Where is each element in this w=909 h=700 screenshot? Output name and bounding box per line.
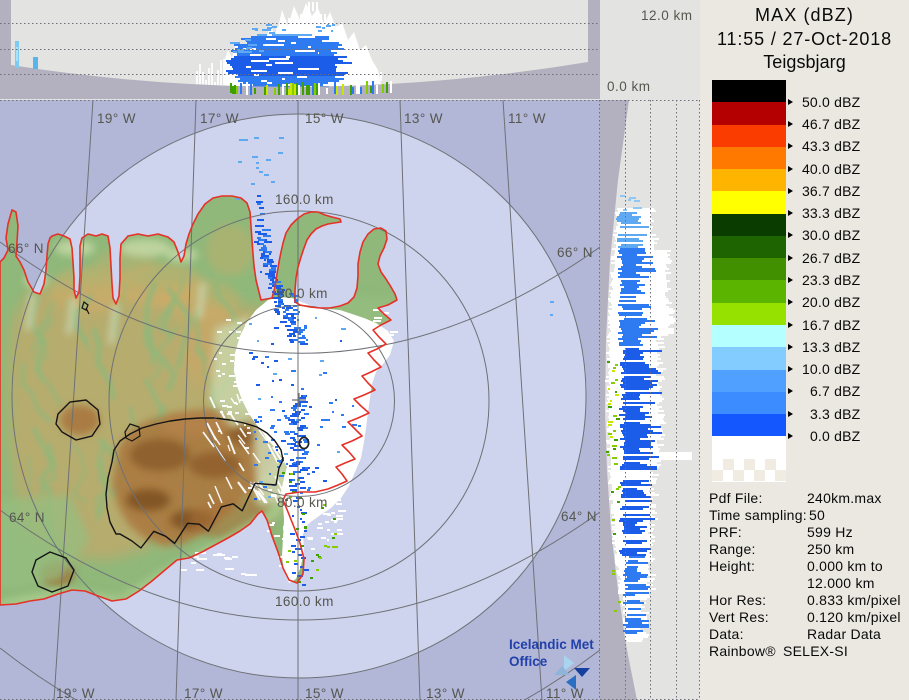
svg-text:13° W: 13° W [404,111,443,126]
svg-text:160.0 km: 160.0 km [275,594,334,609]
svg-text:19° W: 19° W [97,111,136,126]
svg-text:80.0 km: 80.0 km [277,286,328,301]
svg-text:11° W: 11° W [546,686,584,700]
svg-text:64° N: 64° N [9,510,45,525]
svg-text:19° W: 19° W [56,686,95,700]
svg-text:80.0 km: 80.0 km [277,495,328,510]
svg-text:13° W: 13° W [426,686,465,700]
svg-text:17° W: 17° W [200,111,239,126]
svg-text:66° N: 66° N [557,245,593,260]
svg-text:Icelandic Met: Icelandic Met [509,637,594,652]
svg-text:Office: Office [509,654,548,669]
svg-text:17° W: 17° W [184,686,223,700]
svg-text:64° N: 64° N [561,509,597,524]
svg-text:66° N: 66° N [8,241,44,256]
svg-text:15° W: 15° W [305,111,344,126]
svg-text:160.0 km: 160.0 km [275,192,334,207]
svg-text:11° W: 11° W [508,111,546,126]
svg-text:15° W: 15° W [305,686,344,700]
